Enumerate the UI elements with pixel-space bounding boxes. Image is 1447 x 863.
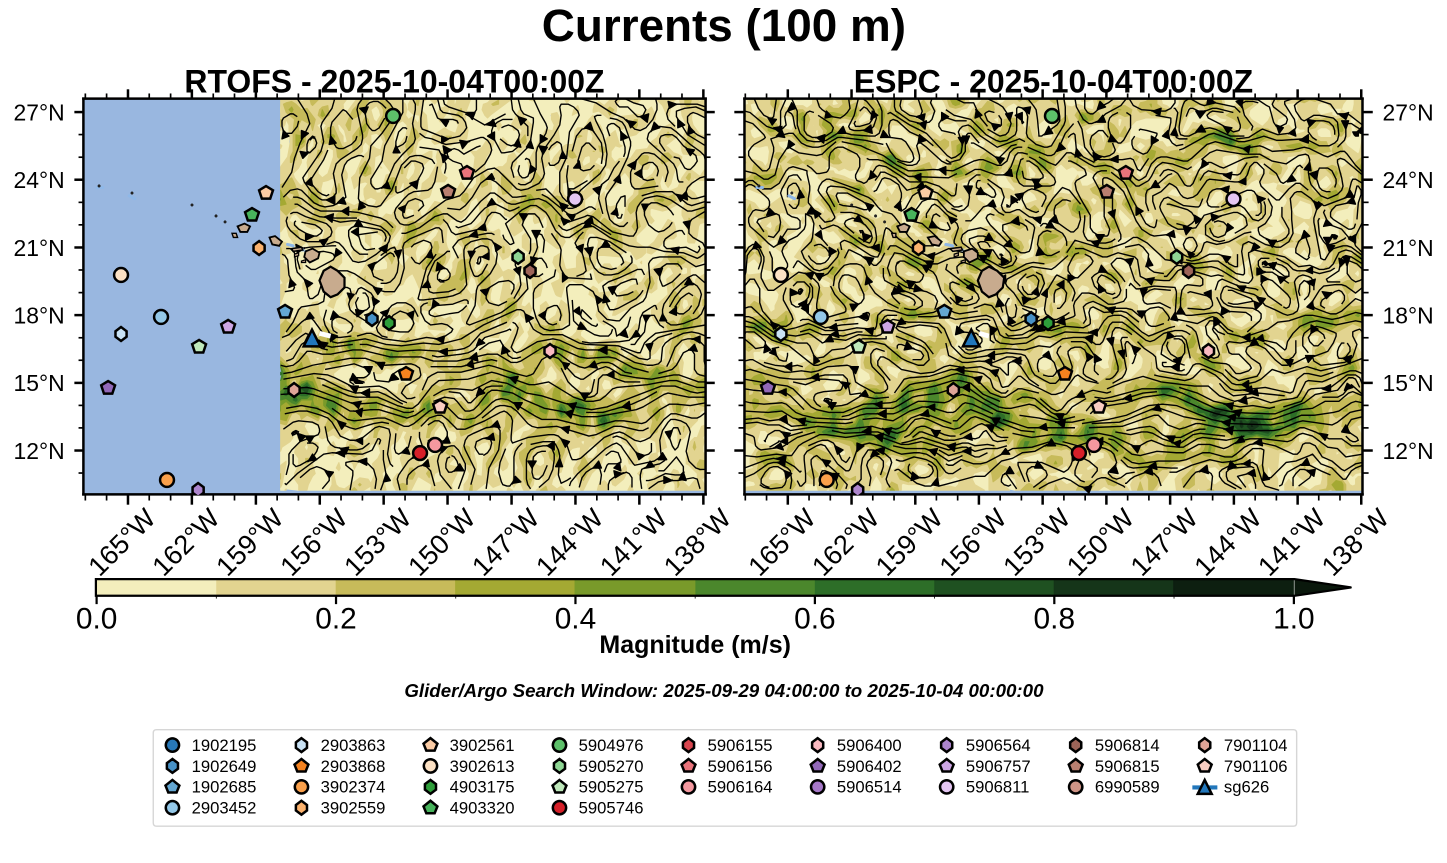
svg-text:7901104: 7901104 (1224, 736, 1288, 755)
svg-text:0.2: 0.2 (315, 603, 357, 636)
svg-text:21°N: 21°N (1382, 235, 1433, 261)
svg-text:3902374: 3902374 (321, 778, 386, 797)
svg-text:15°N: 15°N (13, 370, 64, 396)
svg-text:5904976: 5904976 (579, 736, 644, 755)
svg-text:12°N: 12°N (13, 438, 64, 464)
svg-text:7901106: 7901106 (1224, 757, 1288, 776)
svg-text:1902649: 1902649 (192, 757, 257, 776)
svg-text:5906564: 5906564 (966, 736, 1031, 755)
svg-text:1902685: 1902685 (192, 778, 257, 797)
svg-text:5906164: 5906164 (708, 778, 773, 797)
svg-text:0.4: 0.4 (555, 603, 597, 636)
svg-text:ESPC - 2025-10-04T00:00Z: ESPC - 2025-10-04T00:00Z (854, 63, 1253, 99)
svg-text:18°N: 18°N (13, 302, 64, 328)
svg-text:5905270: 5905270 (579, 757, 644, 776)
svg-text:24°N: 24°N (1382, 167, 1433, 193)
svg-text:5906400: 5906400 (837, 736, 902, 755)
svg-text:1902195: 1902195 (192, 736, 257, 755)
svg-text:18°N: 18°N (1382, 302, 1433, 328)
svg-text:21°N: 21°N (13, 235, 64, 261)
svg-text:27°N: 27°N (1382, 99, 1433, 125)
svg-text:Magnitude (m/s): Magnitude (m/s) (599, 631, 791, 659)
svg-text:0.6: 0.6 (794, 603, 835, 636)
svg-text:1.0: 1.0 (1273, 603, 1315, 636)
svg-text:Glider/Argo Search Window: 202: Glider/Argo Search Window: 2025-09-29 04… (404, 680, 1044, 701)
svg-text:5906814: 5906814 (1095, 736, 1160, 755)
svg-text:5906402: 5906402 (837, 757, 902, 776)
svg-text:27°N: 27°N (13, 99, 64, 125)
svg-text:4903320: 4903320 (450, 799, 515, 818)
svg-text:3902613: 3902613 (450, 757, 515, 776)
svg-text:RTOFS - 2025-10-04T00:00Z: RTOFS - 2025-10-04T00:00Z (184, 63, 604, 99)
svg-text:5906757: 5906757 (966, 757, 1031, 776)
svg-text:2903868: 2903868 (321, 757, 386, 776)
svg-text:6990589: 6990589 (1095, 778, 1160, 797)
svg-text:3902561: 3902561 (450, 736, 515, 755)
svg-text:4903175: 4903175 (450, 778, 515, 797)
svg-text:15°N: 15°N (1382, 370, 1433, 396)
svg-text:0.8: 0.8 (1034, 603, 1076, 636)
svg-text:5906811: 5906811 (966, 778, 1030, 797)
svg-text:2903452: 2903452 (192, 799, 257, 818)
svg-text:5905746: 5905746 (579, 799, 644, 818)
svg-text:5905275: 5905275 (579, 778, 644, 797)
svg-text:5906155: 5906155 (708, 736, 773, 755)
svg-text:3902559: 3902559 (321, 799, 386, 818)
svg-text:5906514: 5906514 (837, 778, 902, 797)
svg-text:sg626: sg626 (1224, 778, 1269, 797)
svg-text:2903863: 2903863 (321, 736, 386, 755)
svg-text:5906815: 5906815 (1095, 757, 1160, 776)
svg-text:24°N: 24°N (13, 167, 64, 193)
svg-text:12°N: 12°N (1382, 438, 1433, 464)
svg-text:0.0: 0.0 (76, 603, 117, 636)
svg-text:Currents (100 m): Currents (100 m) (542, 0, 906, 51)
svg-text:5906156: 5906156 (708, 757, 773, 776)
